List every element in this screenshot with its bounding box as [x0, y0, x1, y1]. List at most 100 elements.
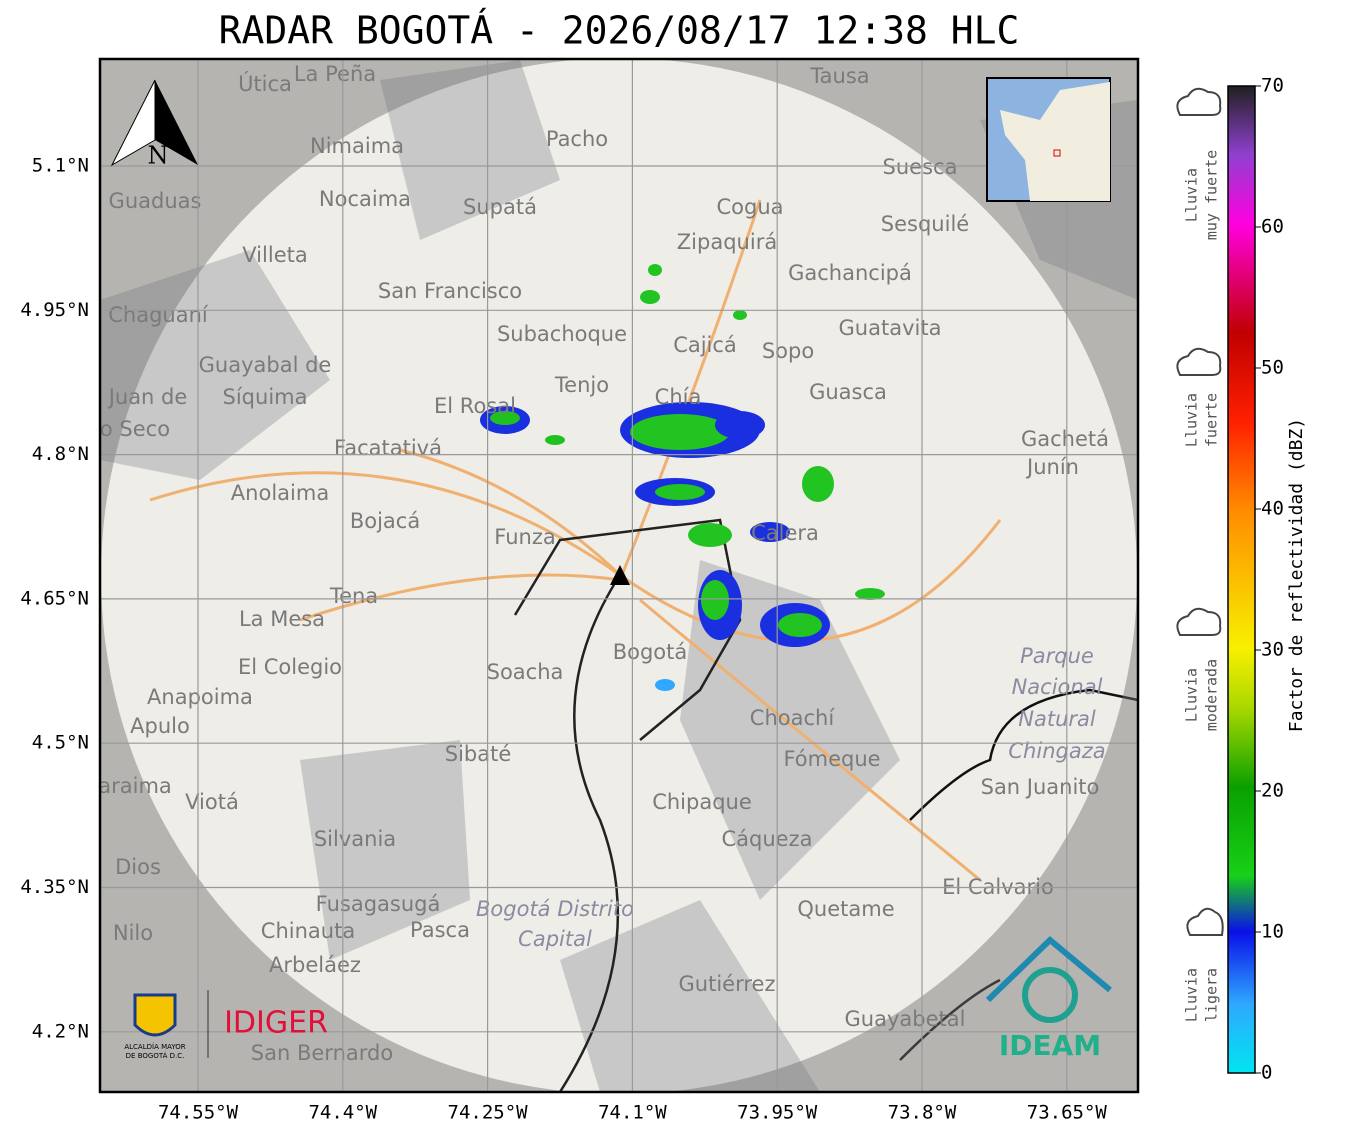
place-label: El Colegio — [238, 655, 342, 679]
place-label: Cogua — [716, 195, 783, 219]
place-label: Choachí — [750, 706, 836, 730]
x-tick-label: 74.4°W — [308, 1102, 377, 1124]
x-tick-label: 74.1°W — [598, 1102, 667, 1124]
place-label: Chipaque — [652, 790, 752, 814]
place-label: Gachetá — [1021, 427, 1109, 451]
boundary — [513, 518, 742, 1092]
place-label: Nilo — [113, 921, 153, 945]
place-label: Subachoque — [497, 322, 627, 346]
place-label: Guayabal de — [199, 353, 332, 377]
legend-label: Lluvia — [1183, 668, 1201, 722]
place-label: Nacional — [1012, 675, 1103, 699]
logo-alcaldia: ALCALDÍA MAYOR DE BOGOTÁ D.C. IDIGER — [124, 990, 328, 1060]
place-label: Síquima — [223, 385, 308, 409]
place-label: araima — [98, 774, 172, 798]
colorbar-tick-label: 0 — [1261, 1062, 1272, 1084]
place-label: San Juanito — [981, 775, 1100, 799]
place-label: o Seco — [100, 417, 170, 441]
place-label: Chinauta — [261, 919, 355, 943]
place-label: Bogotá — [613, 640, 688, 664]
y-tick-label: 4.65°N — [20, 587, 89, 609]
place-label: Parque — [1020, 644, 1094, 668]
legend-label: moderada — [1203, 659, 1221, 731]
y-tick-label: 4.35°N — [20, 876, 89, 898]
title: RADAR BOGOTÁ - 2026/08/17 12:38 HLC — [219, 9, 1020, 53]
place-label: Anolaima — [231, 481, 329, 505]
place-label: Quetame — [797, 897, 894, 921]
logo-text: DE BOGOTÁ D.C. — [126, 1051, 185, 1060]
boundary — [899, 688, 1138, 1061]
radar-echoes — [480, 264, 885, 691]
place-label: Chía — [655, 385, 702, 409]
north-label: N — [148, 142, 169, 170]
place-label: Supatá — [463, 195, 537, 219]
colorbar-tick-label: 30 — [1261, 639, 1284, 661]
place-label: La Mesa — [239, 607, 325, 631]
x-tick-label: 73.65°W — [1027, 1102, 1108, 1124]
place-label: Guatavita — [839, 316, 942, 340]
place-label: Cajicá — [673, 333, 737, 357]
legend-label: muy fuerte — [1203, 150, 1221, 240]
place-label: Tenjo — [554, 373, 609, 397]
place-label: Guayabetal — [845, 1007, 966, 1031]
place-label: Anapoima — [147, 685, 253, 709]
colorbar-tick-label: 50 — [1261, 357, 1284, 379]
legend-label: fuerte — [1203, 393, 1221, 447]
place-label: Silvania — [314, 827, 396, 851]
place-label: Villeta — [242, 243, 307, 267]
y-tick-label: 4.2°N — [32, 1020, 89, 1042]
place-label: Gachancipá — [788, 261, 912, 285]
place-label: Guaduas — [109, 189, 202, 213]
place-label: Sibaté — [445, 742, 512, 766]
legend-label: Lluvia — [1183, 168, 1201, 222]
place-label: Pacho — [546, 127, 608, 151]
colorbar — [1227, 85, 1256, 1074]
colorbar-tick-label: 20 — [1261, 780, 1284, 802]
colorbar-tick-label: 70 — [1261, 75, 1284, 97]
place-label: Bojacá — [350, 509, 420, 533]
place-label: Arbeláez — [269, 953, 361, 977]
place-label: Nocaima — [319, 187, 411, 211]
place-label: Apulo — [130, 714, 190, 738]
place-label: Guasca — [809, 380, 887, 404]
place-label: Viotá — [185, 790, 239, 814]
place-label: El Rosal — [434, 394, 516, 418]
place-label: Facatativá — [334, 436, 442, 460]
logo-text: IDEAM — [999, 1029, 1101, 1062]
place-label: Fómeque — [783, 747, 880, 771]
place-label: Bogotá Distrito — [476, 897, 634, 921]
logo-ideam: IDEAM — [985, 935, 1112, 1062]
inset-map — [986, 77, 1111, 202]
place-label: Cáqueza — [722, 827, 813, 851]
x-tick-label: 73.95°W — [737, 1102, 818, 1124]
place-label: Dios — [115, 855, 161, 879]
place-label: Junín — [1025, 455, 1079, 479]
place-label: Soacha — [487, 660, 564, 684]
place-label: San Francisco — [378, 279, 522, 303]
place-label: Capital — [518, 927, 592, 951]
colorbar-tick-label: 60 — [1261, 216, 1284, 238]
place-label: Chingaza — [1008, 739, 1105, 763]
colorbar-tick-label: 40 — [1261, 498, 1284, 520]
map-frame — [98, 57, 1140, 1094]
place-label: Tena — [329, 584, 378, 608]
place-label: Suesca — [883, 155, 958, 179]
place-label: Chaguaní — [108, 303, 209, 327]
x-tick-label: 74.55°W — [158, 1102, 239, 1124]
place-label: Sopo — [762, 339, 814, 363]
place-label: Calera — [751, 521, 819, 545]
colorbar-label: Factor de reflectividad (dBZ) — [1286, 418, 1307, 732]
logo-text: ALCALDÍA MAYOR — [124, 1042, 185, 1051]
colorbar-tick-label: 10 — [1261, 921, 1284, 943]
legend-label: Lluvia — [1183, 968, 1201, 1022]
legend-label: Lluvia — [1183, 393, 1201, 447]
place-label: Juan de — [107, 385, 188, 409]
y-tick-label: 5.1°N — [32, 155, 89, 177]
y-tick-label: 4.5°N — [32, 732, 89, 754]
place-label: Útica — [238, 71, 292, 96]
logo-text: IDIGER — [224, 1006, 328, 1041]
place-label: Pasca — [410, 918, 470, 942]
x-tick-label: 73.8°W — [888, 1102, 957, 1124]
